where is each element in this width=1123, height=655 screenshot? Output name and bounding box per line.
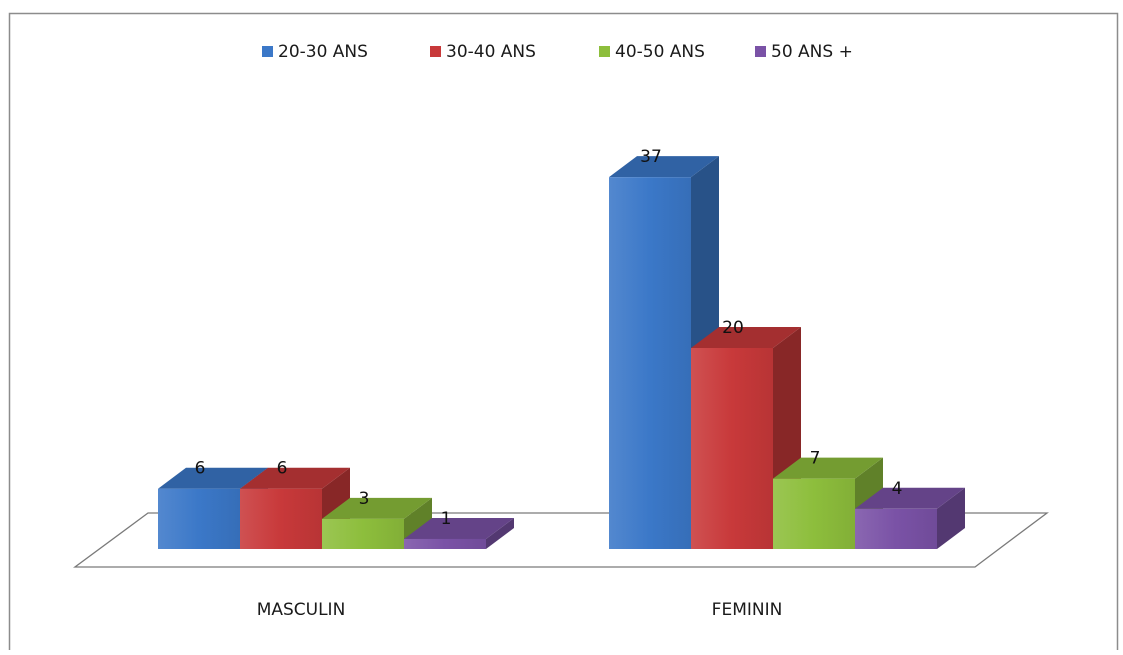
bar (322, 497, 432, 549)
bar-side (486, 517, 514, 549)
data-label: 3 (359, 489, 370, 509)
legend-label: 30-40 ANS (446, 42, 536, 62)
bar-front (691, 348, 773, 549)
data-label: 1 (441, 509, 452, 529)
category-label: MASCULIN (257, 600, 346, 620)
legend-label: 50 ANS + (771, 42, 853, 62)
bar-front (773, 478, 855, 549)
bar (691, 327, 801, 549)
bar-top (691, 327, 801, 348)
bar-top (240, 467, 350, 489)
bar-top (855, 487, 965, 509)
bar (240, 467, 350, 549)
data-label: 6 (277, 459, 288, 479)
bars-group (158, 156, 965, 549)
legend-label: 40-50 ANS (615, 42, 705, 62)
category-label: FEMININ (712, 600, 783, 620)
legend-swatch (430, 46, 441, 57)
data-labels: 6 6 3 1 37 20 7 4 (195, 147, 903, 529)
bar-top (322, 497, 432, 519)
bar-top (404, 517, 514, 539)
category-axis-labels: MASCULIN FEMININ (257, 600, 783, 620)
bar-top (609, 156, 719, 178)
bar-front (855, 508, 937, 549)
bar-top (773, 457, 883, 479)
bar-side (937, 487, 965, 549)
legend-label: 20-30 ANS (278, 42, 368, 62)
bar (855, 487, 965, 549)
legend-swatch (599, 46, 610, 57)
data-label: 4 (892, 479, 903, 499)
data-label: 20 (722, 318, 744, 338)
legend: 20-30 ANS 30-40 ANS 40-50 ANS 50 ANS + (262, 42, 853, 62)
legend-swatch (262, 46, 273, 57)
bar-top (158, 467, 268, 489)
bar-front (404, 538, 486, 549)
bar-front (240, 488, 322, 549)
legend-swatch (755, 46, 766, 57)
data-label: 6 (195, 459, 206, 479)
bar (404, 517, 514, 549)
bar (773, 457, 883, 549)
data-label: 37 (640, 147, 662, 167)
bar-front (158, 488, 240, 549)
bar-front (322, 518, 404, 549)
data-label: 7 (810, 449, 821, 469)
bar-front (609, 177, 691, 549)
